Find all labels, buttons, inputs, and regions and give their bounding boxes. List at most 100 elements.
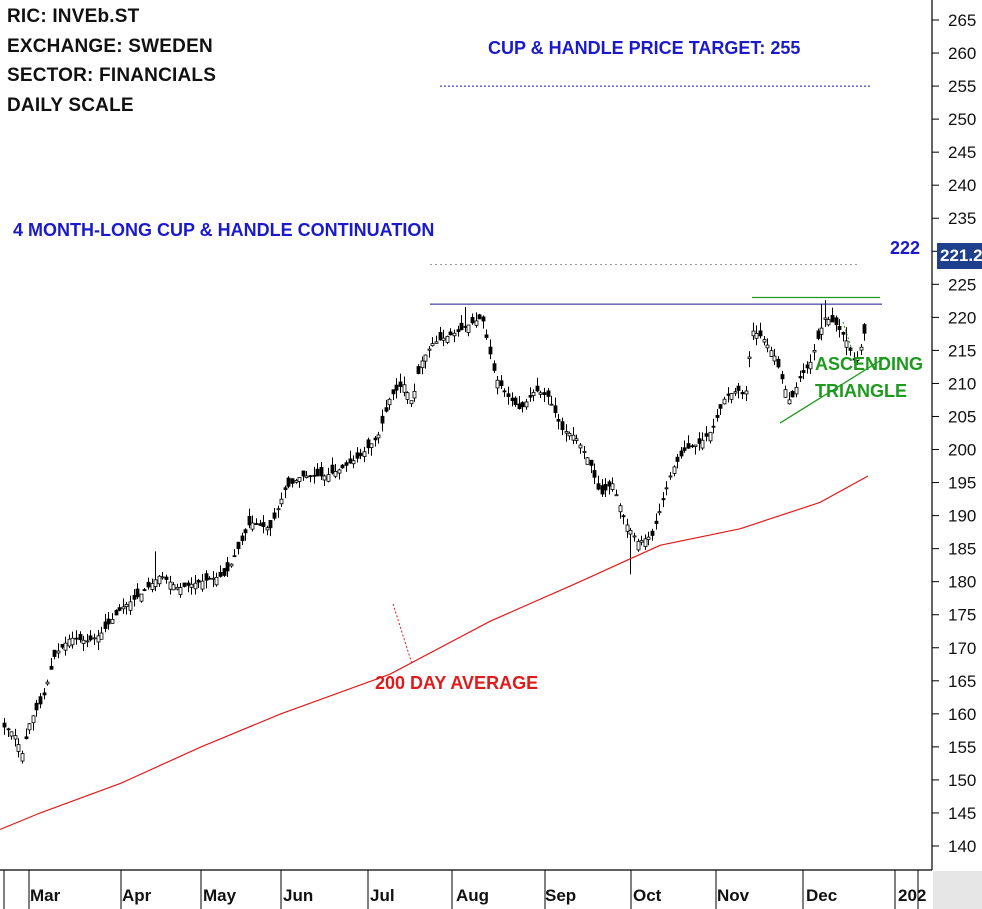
candle-body bbox=[826, 319, 831, 326]
candle-body bbox=[31, 715, 36, 724]
candle-body bbox=[52, 649, 57, 657]
candle-body bbox=[146, 581, 151, 588]
candle-body bbox=[27, 723, 32, 731]
candle-body bbox=[686, 443, 691, 449]
candle-body bbox=[672, 466, 677, 474]
candle-body bbox=[477, 314, 482, 320]
candle-body bbox=[132, 594, 137, 600]
candle-body bbox=[211, 577, 216, 580]
candle-body bbox=[423, 354, 428, 362]
candle-body bbox=[294, 480, 299, 483]
candle-body bbox=[819, 327, 824, 335]
candle-body bbox=[812, 349, 817, 353]
candle-body bbox=[344, 462, 349, 466]
candle-body bbox=[574, 438, 579, 441]
candle-body bbox=[193, 582, 198, 590]
candle-body bbox=[758, 330, 763, 337]
candle-body bbox=[740, 392, 745, 395]
candle-body bbox=[862, 324, 867, 334]
candle-body bbox=[445, 335, 450, 343]
candle-body bbox=[258, 523, 263, 526]
y-tick-label: 155 bbox=[948, 738, 976, 757]
candle-body bbox=[729, 393, 734, 400]
y-tick-label: 210 bbox=[948, 374, 976, 393]
scale-label: DAILY SCALE bbox=[7, 95, 134, 116]
candle-body bbox=[214, 576, 219, 586]
candle-body bbox=[834, 317, 839, 326]
candle-body bbox=[88, 635, 93, 641]
candle-body bbox=[38, 696, 43, 705]
candle-body bbox=[81, 639, 86, 644]
candle-body bbox=[150, 582, 155, 590]
candle-body bbox=[330, 464, 335, 474]
candle-body bbox=[488, 346, 493, 355]
candle-body bbox=[74, 637, 79, 640]
candle-body bbox=[718, 404, 723, 409]
x-tick-label: Nov bbox=[717, 886, 750, 905]
candle-body bbox=[135, 588, 140, 598]
candle-body bbox=[524, 401, 529, 408]
candle-body bbox=[603, 484, 608, 491]
candle-body bbox=[517, 403, 522, 409]
candle-body bbox=[808, 361, 813, 370]
candle-body bbox=[639, 540, 644, 543]
candle-body bbox=[34, 702, 39, 711]
candle-body bbox=[520, 402, 525, 408]
x-tick-label: Oct bbox=[633, 886, 662, 905]
candle-body bbox=[2, 722, 7, 728]
candle-body bbox=[358, 452, 363, 457]
candle-body bbox=[535, 385, 540, 392]
candle-body bbox=[484, 334, 489, 338]
candle-body bbox=[783, 389, 788, 398]
y-tick-label: 165 bbox=[948, 672, 976, 691]
candle-body bbox=[441, 337, 446, 341]
candle-body bbox=[380, 415, 385, 424]
candle-body bbox=[790, 390, 795, 398]
candle-body bbox=[391, 389, 396, 395]
candle-body bbox=[416, 366, 421, 374]
candle-body bbox=[798, 376, 803, 379]
candle-body bbox=[387, 398, 392, 406]
candle-body bbox=[506, 393, 511, 398]
y-tick-label: 240 bbox=[948, 176, 976, 195]
candle-body bbox=[240, 535, 245, 542]
candle-body bbox=[481, 316, 486, 322]
x-tick-label: 202 bbox=[898, 886, 926, 905]
resistance-value-label: 222 bbox=[890, 238, 921, 258]
x-tick-label: Apr bbox=[122, 886, 152, 905]
candle-body bbox=[470, 316, 475, 324]
candle-body bbox=[168, 581, 173, 590]
last-price-tag: 221.2 bbox=[937, 243, 982, 269]
candle-body bbox=[592, 470, 597, 478]
candle-body bbox=[805, 364, 810, 369]
y-tick-label: 175 bbox=[948, 606, 976, 625]
candle-body bbox=[384, 407, 389, 412]
candle-body bbox=[448, 331, 453, 336]
y-tick-label: 145 bbox=[948, 804, 976, 823]
candle-body bbox=[434, 341, 439, 344]
candle-body bbox=[139, 593, 144, 602]
candle-body bbox=[218, 571, 223, 577]
candle-body bbox=[744, 390, 749, 395]
candle-body bbox=[276, 508, 281, 511]
candle-body bbox=[56, 650, 61, 654]
y-tick-label: 260 bbox=[948, 44, 976, 63]
candle-body bbox=[585, 457, 590, 465]
candle-body bbox=[801, 370, 806, 374]
y-tick-label: 225 bbox=[948, 275, 976, 294]
candle-body bbox=[204, 573, 209, 581]
y-tick-label: 160 bbox=[948, 705, 976, 724]
candle-body bbox=[369, 443, 374, 448]
candle-body bbox=[268, 520, 273, 529]
candle-body bbox=[621, 515, 626, 518]
moving-average-pointer bbox=[392, 603, 413, 665]
candle-body bbox=[463, 326, 468, 328]
candle-body bbox=[654, 520, 659, 524]
candle-body bbox=[466, 324, 471, 333]
moving-average-line bbox=[0, 475, 869, 831]
candle-body bbox=[6, 728, 11, 731]
candle-body bbox=[42, 692, 47, 696]
candle-body bbox=[405, 392, 410, 400]
candle-body bbox=[452, 332, 457, 337]
